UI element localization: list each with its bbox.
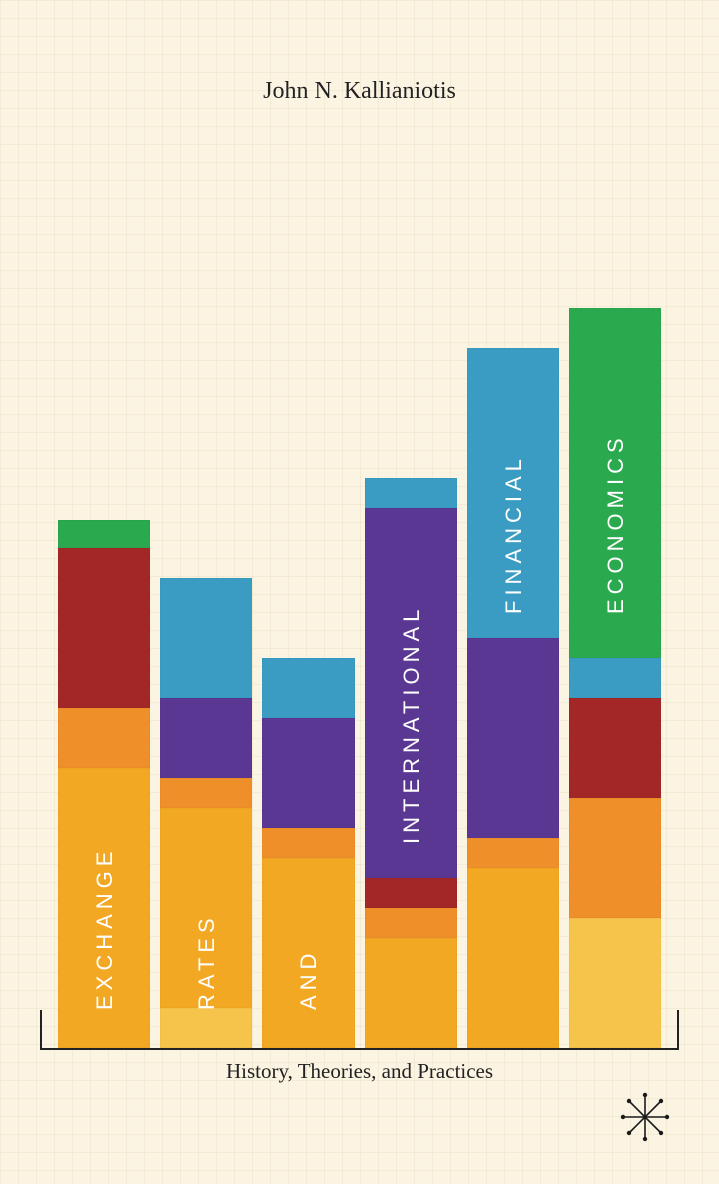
bar-and: AND — [262, 658, 354, 1048]
bar-segment — [262, 828, 354, 858]
bar-segment — [467, 638, 559, 838]
bar-segment — [569, 658, 661, 698]
bar-segment — [365, 938, 457, 1048]
bar-international: INTERNATIONAL — [365, 478, 457, 1048]
bar-segment — [58, 548, 150, 708]
bar-segment — [365, 908, 457, 938]
publisher-asterisk-icon — [619, 1091, 671, 1148]
stacked-bar-chart: EXCHANGE RATES AND INTERNATIONAL FINANCIAL EC… — [40, 270, 679, 1050]
bar-segment — [569, 698, 661, 798]
bar-exchange: EXCHANGE — [58, 520, 150, 1048]
bar-segment — [569, 918, 661, 1048]
bar-rates: RATES — [160, 578, 252, 1048]
bar-label: FINANCIAL — [501, 454, 527, 614]
bar-segment — [569, 798, 661, 918]
y-axis-tick-left — [40, 1010, 42, 1050]
bar-segment — [467, 868, 559, 1048]
book-cover: John N. Kallianiotis EXCHANGE RATES AND INT… — [0, 0, 719, 1184]
bar-label: AND — [296, 949, 322, 1010]
bar-segment — [160, 578, 252, 698]
bar-segment — [160, 778, 252, 808]
bar-label: RATES — [194, 913, 220, 1010]
bar-segment — [262, 658, 354, 718]
bar-segment — [58, 520, 150, 548]
bar-segment — [262, 718, 354, 828]
bar-economics: ECONOMICS — [569, 308, 661, 1048]
bar-segment — [365, 878, 457, 908]
bar-segment — [160, 698, 252, 778]
bar-segment — [58, 708, 150, 768]
bar-segment — [160, 1008, 252, 1048]
y-axis-tick-right — [677, 1010, 679, 1050]
bar-segment — [467, 838, 559, 868]
subtitle: History, Theories, and Practices — [0, 1059, 719, 1084]
author-name: John N. Kallianiotis — [0, 78, 719, 105]
bar-segment — [365, 478, 457, 508]
bar-label: EXCHANGE — [92, 847, 118, 1010]
bars-container: EXCHANGE RATES AND INTERNATIONAL FINANCIAL EC… — [58, 268, 661, 1048]
bar-financial: FINANCIAL — [467, 348, 559, 1048]
bar-label: INTERNATIONAL — [399, 605, 425, 844]
x-axis — [40, 1048, 679, 1050]
bar-label: ECONOMICS — [603, 433, 629, 614]
